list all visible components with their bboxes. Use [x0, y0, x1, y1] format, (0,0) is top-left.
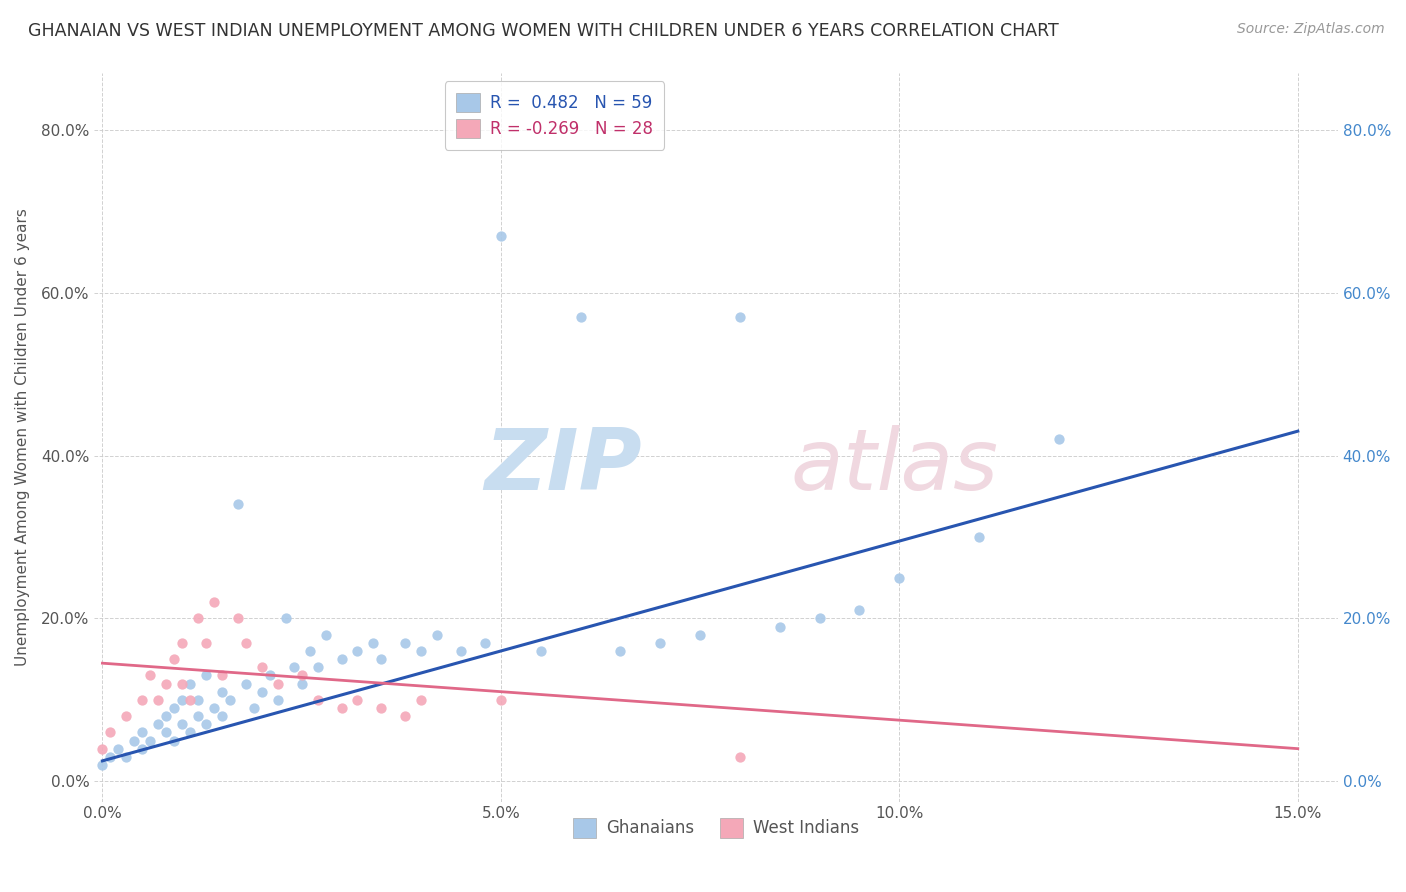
- Text: atlas: atlas: [790, 425, 998, 508]
- Text: ZIP: ZIP: [484, 425, 641, 508]
- Point: [394, 709, 416, 723]
- Point: [346, 644, 368, 658]
- Point: [235, 636, 257, 650]
- Point: [148, 717, 170, 731]
- Point: [179, 725, 201, 739]
- Point: [100, 749, 122, 764]
- Point: [728, 749, 751, 764]
- Point: [267, 693, 290, 707]
- Point: [298, 644, 321, 658]
- Point: [226, 611, 249, 625]
- Point: [259, 668, 281, 682]
- Point: [315, 628, 337, 642]
- Point: [250, 660, 273, 674]
- Point: [307, 660, 329, 674]
- Point: [131, 693, 153, 707]
- Point: [489, 693, 512, 707]
- Point: [848, 603, 870, 617]
- Point: [370, 701, 392, 715]
- Point: [394, 636, 416, 650]
- Point: [1047, 433, 1070, 447]
- Point: [609, 644, 631, 658]
- Point: [330, 652, 353, 666]
- Point: [195, 668, 218, 682]
- Point: [808, 611, 831, 625]
- Point: [172, 676, 194, 690]
- Point: [202, 595, 225, 609]
- Point: [155, 725, 177, 739]
- Point: [155, 676, 177, 690]
- Point: [163, 701, 186, 715]
- Point: [163, 652, 186, 666]
- Point: [179, 676, 201, 690]
- Point: [474, 636, 496, 650]
- Point: [115, 709, 138, 723]
- Point: [91, 758, 114, 772]
- Point: [211, 684, 233, 698]
- Point: [728, 310, 751, 325]
- Point: [250, 684, 273, 698]
- Point: [769, 619, 792, 633]
- Point: [689, 628, 711, 642]
- Point: [187, 693, 209, 707]
- Legend: Ghanaians, West Indians: Ghanaians, West Indians: [567, 812, 866, 844]
- Point: [107, 741, 129, 756]
- Point: [370, 652, 392, 666]
- Point: [967, 530, 990, 544]
- Point: [172, 717, 194, 731]
- Point: [139, 668, 162, 682]
- Point: [100, 725, 122, 739]
- Point: [235, 676, 257, 690]
- Point: [226, 498, 249, 512]
- Point: [363, 636, 385, 650]
- Point: [202, 701, 225, 715]
- Point: [650, 636, 672, 650]
- Point: [450, 644, 472, 658]
- Point: [291, 668, 314, 682]
- Point: [283, 660, 305, 674]
- Point: [346, 693, 368, 707]
- Point: [219, 693, 242, 707]
- Point: [569, 310, 592, 325]
- Point: [139, 733, 162, 747]
- Text: Source: ZipAtlas.com: Source: ZipAtlas.com: [1237, 22, 1385, 37]
- Point: [330, 701, 353, 715]
- Point: [115, 749, 138, 764]
- Point: [131, 725, 153, 739]
- Point: [267, 676, 290, 690]
- Point: [172, 693, 194, 707]
- Text: GHANAIAN VS WEST INDIAN UNEMPLOYMENT AMONG WOMEN WITH CHILDREN UNDER 6 YEARS COR: GHANAIAN VS WEST INDIAN UNEMPLOYMENT AMO…: [28, 22, 1059, 40]
- Point: [187, 611, 209, 625]
- Point: [291, 676, 314, 690]
- Point: [889, 571, 911, 585]
- Point: [163, 733, 186, 747]
- Point: [307, 693, 329, 707]
- Point: [411, 644, 433, 658]
- Point: [211, 668, 233, 682]
- Point: [195, 636, 218, 650]
- Point: [195, 717, 218, 731]
- Point: [187, 709, 209, 723]
- Y-axis label: Unemployment Among Women with Children Under 6 years: Unemployment Among Women with Children U…: [15, 209, 30, 666]
- Point: [179, 693, 201, 707]
- Point: [274, 611, 297, 625]
- Point: [155, 709, 177, 723]
- Point: [91, 741, 114, 756]
- Point: [489, 228, 512, 243]
- Point: [131, 741, 153, 756]
- Point: [426, 628, 449, 642]
- Point: [243, 701, 266, 715]
- Point: [530, 644, 553, 658]
- Point: [172, 636, 194, 650]
- Point: [411, 693, 433, 707]
- Point: [148, 693, 170, 707]
- Point: [124, 733, 146, 747]
- Point: [211, 709, 233, 723]
